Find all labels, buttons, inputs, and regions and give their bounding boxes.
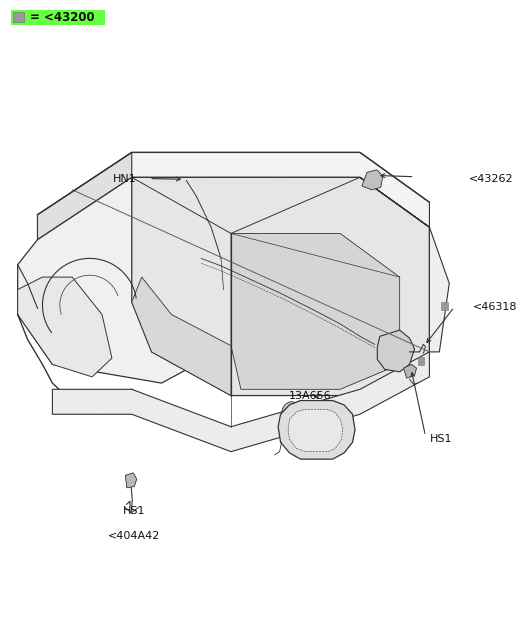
Text: HS1: HS1 <box>123 506 145 516</box>
Text: 13A656: 13A656 <box>289 391 332 401</box>
Text: <46318: <46318 <box>473 302 518 312</box>
Polygon shape <box>37 152 132 240</box>
Polygon shape <box>231 233 400 389</box>
Text: <43262: <43262 <box>469 174 514 184</box>
Polygon shape <box>52 352 429 452</box>
Bar <box>13 12 24 22</box>
Polygon shape <box>18 177 251 383</box>
Bar <box>442 302 448 310</box>
Polygon shape <box>125 473 136 488</box>
Polygon shape <box>404 364 416 378</box>
Polygon shape <box>132 277 231 396</box>
Polygon shape <box>377 330 415 372</box>
Polygon shape <box>181 175 190 187</box>
Polygon shape <box>62 177 400 233</box>
Polygon shape <box>278 401 355 459</box>
Polygon shape <box>288 409 343 452</box>
Polygon shape <box>362 170 383 190</box>
Polygon shape <box>18 277 112 377</box>
Text: HS1: HS1 <box>429 434 452 444</box>
Circle shape <box>397 341 407 353</box>
Text: HN1: HN1 <box>113 174 136 184</box>
Text: <404A42: <404A42 <box>108 531 161 541</box>
Polygon shape <box>360 177 449 352</box>
Text: = <43200: = <43200 <box>29 11 94 24</box>
Bar <box>418 357 425 365</box>
Circle shape <box>286 407 298 421</box>
Bar <box>11 9 106 25</box>
Circle shape <box>386 338 400 355</box>
Polygon shape <box>132 177 429 396</box>
Circle shape <box>281 402 301 426</box>
Polygon shape <box>37 152 429 240</box>
